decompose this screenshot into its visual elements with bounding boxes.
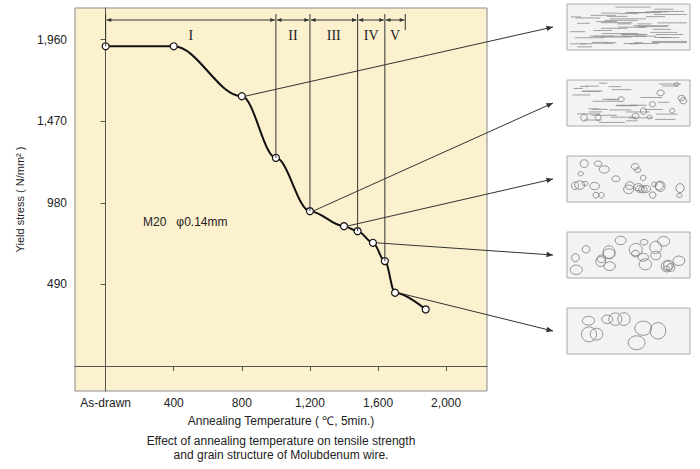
svg-text:V: V — [390, 28, 400, 43]
svg-text:III: III — [327, 28, 341, 43]
svg-text:and grain structure of Molubde: and grain structure of Molubdenum wire. — [174, 448, 389, 462]
svg-text:As-drawn: As-drawn — [80, 396, 131, 410]
svg-text:1,200: 1,200 — [295, 396, 325, 410]
svg-text:1,600: 1,600 — [363, 396, 393, 410]
svg-text:1,470: 1,470 — [37, 114, 67, 128]
svg-text:I: I — [188, 28, 193, 43]
svg-text:800: 800 — [232, 396, 252, 410]
svg-text:Yield stress ( N/mm² ): Yield stress ( N/mm² ) — [14, 147, 26, 253]
svg-text:IV: IV — [364, 28, 379, 43]
svg-text:490: 490 — [47, 277, 67, 291]
svg-text:Annealing Temperature ( ℃, 5mi: Annealing Temperature ( ℃, 5min.) — [188, 414, 375, 428]
svg-text:980: 980 — [47, 196, 67, 210]
svg-text:II: II — [288, 28, 298, 43]
svg-text:Effect of annealing temperatur: Effect of annealing temperature on tensi… — [147, 434, 416, 448]
svg-text:400: 400 — [164, 396, 184, 410]
svg-text:M20 φ0.14mm: M20 φ0.14mm — [143, 215, 227, 229]
svg-text:2,000: 2,000 — [431, 396, 461, 410]
svg-text:1,960: 1,960 — [37, 33, 67, 47]
